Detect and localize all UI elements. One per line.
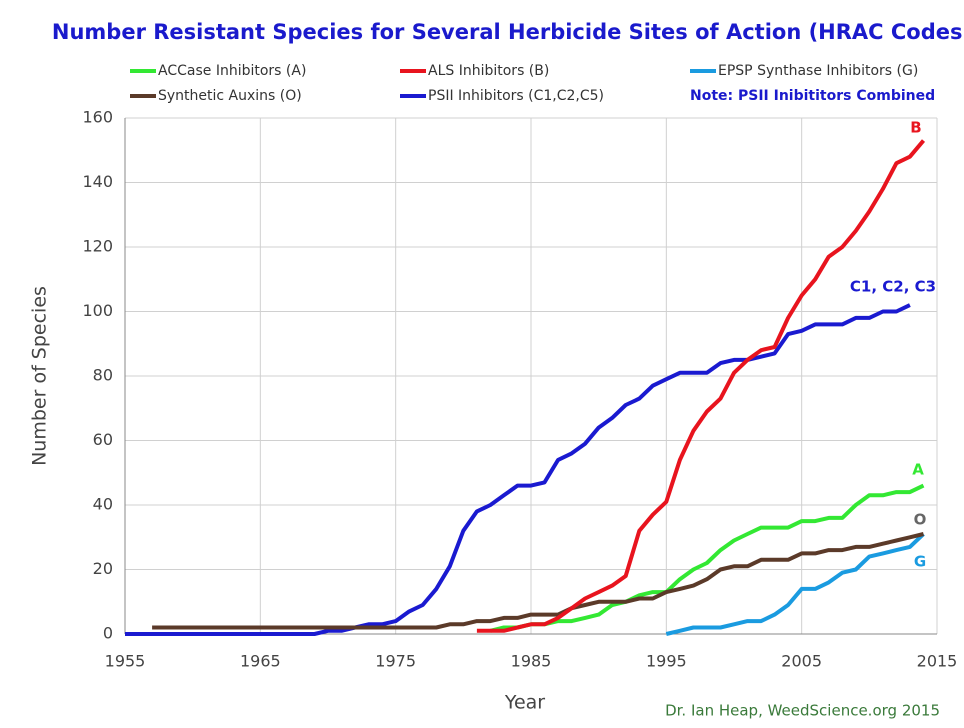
- x-tick-label: 1995: [646, 652, 687, 671]
- y-tick-label: 60: [93, 430, 113, 449]
- annotation: A: [912, 461, 924, 479]
- legend-label: Synthetic Auxins (O): [158, 88, 302, 104]
- y-tick-label: 40: [93, 495, 113, 514]
- y-tick-label: 20: [93, 559, 113, 578]
- credit: Dr. Ian Heap, WeedScience.org 2015: [665, 702, 940, 720]
- x-tick-label: 1955: [105, 652, 146, 671]
- x-tick-label: 2015: [917, 652, 958, 671]
- legend-label: PSII Inhibitors (C1,C2,C5): [428, 88, 604, 104]
- line-series: [665, 532, 925, 636]
- annotation: B: [910, 119, 921, 137]
- y-tick-label: 80: [93, 366, 113, 385]
- y-tick-label: 100: [82, 301, 113, 320]
- legend-label: ACCase Inhibitors (A): [158, 63, 306, 79]
- line-series: [489, 483, 925, 633]
- annotation: O: [914, 511, 927, 529]
- x-tick-label: 1965: [240, 652, 281, 671]
- x-tick-label: 1985: [511, 652, 552, 671]
- legend-label: ALS Inhibitors (B): [428, 63, 549, 79]
- note: Note: PSII Inibititors Combined: [690, 88, 935, 104]
- y-tick-label: 140: [82, 172, 113, 191]
- legend-label: EPSP Synthase Inhibitors (G): [718, 63, 918, 79]
- y-axis-label: Number of Species: [29, 286, 51, 466]
- y-tick-label: 0: [103, 624, 113, 643]
- x-tick-label: 2005: [781, 652, 822, 671]
- chart-title: Number Resistant Species for Several Her…: [52, 20, 964, 44]
- annotation: C1, C2, C3: [850, 278, 936, 296]
- annotation: G: [914, 553, 926, 571]
- line-series: [125, 303, 911, 636]
- y-tick-label: 120: [82, 237, 113, 256]
- line-series: [152, 532, 924, 630]
- line-series: [476, 139, 926, 633]
- x-tick-label: 1975: [375, 652, 416, 671]
- y-tick-label: 160: [82, 108, 113, 127]
- x-axis-label: Year: [504, 692, 545, 714]
